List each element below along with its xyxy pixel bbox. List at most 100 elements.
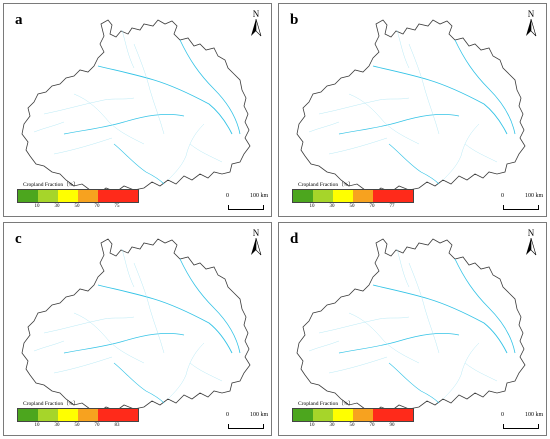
scale-distance-label: 100 km xyxy=(250,412,269,418)
legend-swatch xyxy=(313,190,333,202)
stream-line xyxy=(442,123,480,181)
stream-line xyxy=(408,43,440,135)
cropland-legend: Cropland Fraction（%） 10 30 50 70 75 xyxy=(17,181,139,210)
stream-line xyxy=(308,340,340,352)
north-label: N xyxy=(252,228,260,238)
cropland-legend: Cropland Fraction（%） 10 30 50 70 90 xyxy=(292,400,414,429)
stream-line xyxy=(53,137,113,155)
river-line xyxy=(179,258,241,354)
legend-title: Cropland Fraction（%） xyxy=(298,182,354,188)
panel-label: c xyxy=(15,231,22,247)
river-line xyxy=(372,65,508,135)
scale-line xyxy=(228,424,264,429)
stream-line xyxy=(73,93,145,145)
legend-swatch xyxy=(333,409,353,421)
legend-swatch xyxy=(38,409,58,421)
scale-line xyxy=(503,205,539,210)
stream-line xyxy=(464,362,498,382)
stream-line xyxy=(73,312,145,364)
legend-tick: 50 xyxy=(74,423,80,428)
river-line xyxy=(63,114,185,135)
stream-line xyxy=(464,143,498,163)
north-arrow-icon xyxy=(526,237,537,256)
legend-ticks: 10 30 50 70 90 xyxy=(292,422,412,429)
legend-ticks: 10 30 50 70 83 xyxy=(17,422,137,429)
stream-line xyxy=(442,342,480,400)
cropland-legend: Cropland Fraction（%） 10 30 50 70 83 xyxy=(17,400,139,429)
river-line xyxy=(63,333,185,354)
stream-line xyxy=(53,356,113,374)
region-boundary xyxy=(21,19,251,195)
stream-line xyxy=(318,97,410,115)
legend-tick: 10 xyxy=(309,423,315,428)
stream-line xyxy=(167,123,205,181)
legend-swatch xyxy=(118,409,138,421)
north-label: N xyxy=(252,9,260,19)
legend-color-bar xyxy=(17,189,139,203)
legend-swatch xyxy=(58,190,78,202)
map-panel: c N Cropland Fraction（%） 10 30 50 xyxy=(3,222,272,436)
legend-swatch xyxy=(78,409,98,421)
legend-tick: 75 xyxy=(114,204,120,209)
river-line xyxy=(388,362,440,404)
legend-tick: 70 xyxy=(369,204,375,209)
scale-bar: 0 100 km xyxy=(501,193,543,213)
stream-line xyxy=(133,43,165,135)
river-line xyxy=(338,114,460,135)
stream-line xyxy=(121,29,135,69)
legend-swatch xyxy=(393,190,413,202)
legend-swatch xyxy=(353,409,373,421)
stream-line xyxy=(408,262,440,354)
stream-line xyxy=(133,262,165,354)
legend-swatch xyxy=(78,190,98,202)
stream-line xyxy=(348,93,420,145)
stream-line xyxy=(189,143,223,163)
river-line xyxy=(372,284,508,354)
legend-swatch xyxy=(98,409,118,421)
map-panel: d N Cropland Fraction（%） 10 30 50 xyxy=(278,222,547,436)
legend-swatch xyxy=(58,409,78,421)
stream-line xyxy=(396,29,410,69)
legend-swatch xyxy=(313,409,333,421)
stream-line xyxy=(189,362,223,382)
river-line xyxy=(388,143,440,185)
scale-distance-label: 100 km xyxy=(250,193,269,199)
river-line xyxy=(113,143,165,185)
scale-bar: 0 100 km xyxy=(226,412,269,432)
legend-ticks: 10 30 50 70 75 xyxy=(17,203,137,210)
legend-swatch xyxy=(293,190,313,202)
legend-tick: 50 xyxy=(349,423,355,428)
cropland-legend: Cropland Fraction（%） 10 30 50 70 77 xyxy=(292,181,414,210)
legend-tick: 30 xyxy=(329,204,335,209)
stream-line xyxy=(121,248,135,288)
stream-line xyxy=(308,121,340,133)
map-panel: b N Cropland Fraction（%） 10 30 50 xyxy=(278,3,547,217)
legend-tick: 30 xyxy=(54,204,60,209)
stream-line xyxy=(33,340,65,352)
region-map xyxy=(21,238,251,414)
legend-swatch xyxy=(18,409,38,421)
stream-line xyxy=(43,97,135,115)
scale-line xyxy=(228,205,264,210)
river-line xyxy=(454,258,516,354)
legend-tick: 77 xyxy=(389,204,395,209)
legend-swatch xyxy=(353,190,373,202)
legend-tick: 10 xyxy=(34,423,40,428)
north-arrow: N xyxy=(524,229,538,261)
map-panel: a N Cropland Fraction（%） 10 30 50 xyxy=(3,3,272,217)
river-line xyxy=(179,39,241,135)
north-arrow-icon xyxy=(251,237,262,256)
legend-swatch xyxy=(373,190,393,202)
north-arrow-icon xyxy=(251,18,262,37)
legend-color-bar xyxy=(292,408,414,422)
stream-line xyxy=(328,356,388,374)
north-label: N xyxy=(527,228,535,238)
legend-swatch xyxy=(373,409,393,421)
legend-title: Cropland Fraction（%） xyxy=(23,401,79,407)
legend-swatch xyxy=(393,409,413,421)
region-boundary xyxy=(296,238,526,414)
legend-tick: 10 xyxy=(309,204,315,209)
region-map xyxy=(296,238,526,414)
river-line xyxy=(97,65,233,135)
legend-swatch xyxy=(333,190,353,202)
